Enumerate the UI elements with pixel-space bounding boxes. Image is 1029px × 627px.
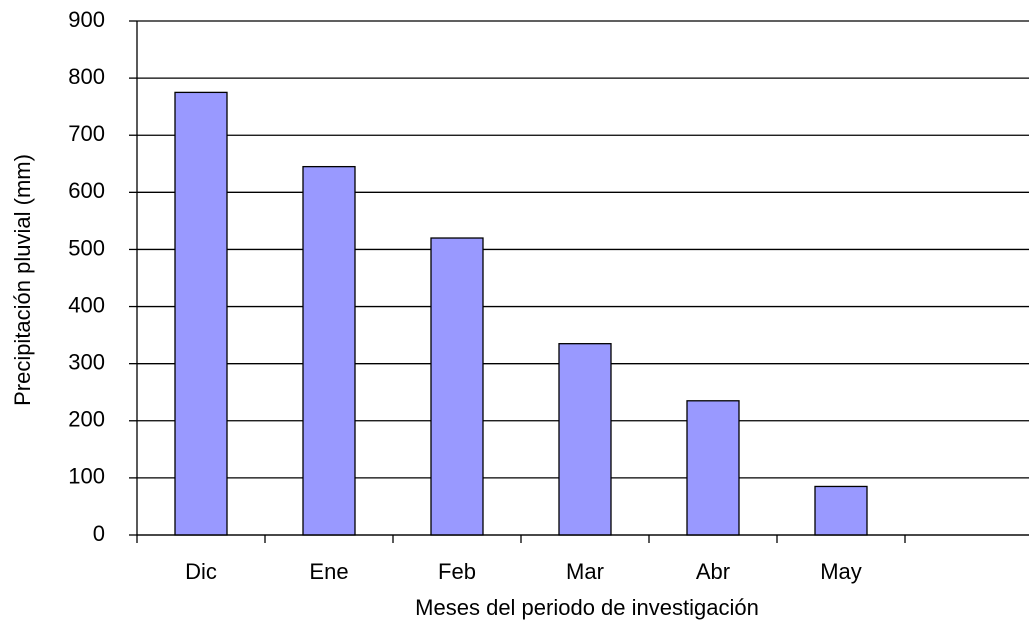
bar [174, 91, 228, 536]
x-tick-label: May [820, 559, 862, 584]
x-axis-title: Meses del periodo de investigación [415, 595, 759, 620]
x-tick-label: Feb [438, 559, 476, 584]
x-tick-label: Dic [185, 559, 217, 584]
y-tick-label: 900 [68, 7, 105, 32]
bar [814, 485, 868, 536]
bar [430, 237, 484, 536]
bar [558, 343, 612, 536]
y-axis-title: Precipitación pluvial (mm) [10, 154, 35, 406]
bar [302, 165, 356, 536]
y-tick-label: 500 [68, 235, 105, 260]
x-tick-label: Mar [566, 559, 604, 584]
y-tick-label: 200 [68, 407, 105, 432]
bar [686, 400, 740, 536]
y-tick-label: 800 [68, 64, 105, 89]
y-tick-label: 300 [68, 349, 105, 374]
x-tick-label: Ene [309, 559, 348, 584]
y-tick-label: 0 [93, 521, 105, 546]
y-tick-label: 100 [68, 464, 105, 489]
x-tick-label: Abr [696, 559, 730, 584]
y-tick-label: 400 [68, 292, 105, 317]
y-tick-label: 600 [68, 178, 105, 203]
y-tick-label: 700 [68, 121, 105, 146]
